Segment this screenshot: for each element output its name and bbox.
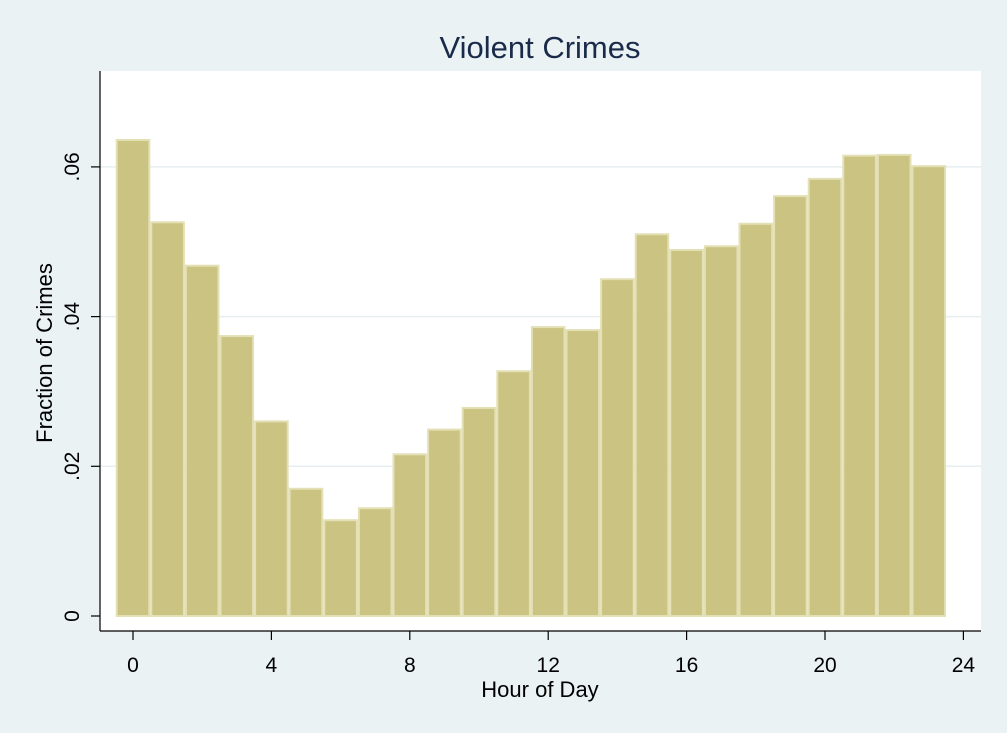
histogram-bar xyxy=(184,264,220,617)
x-tick-label: 16 xyxy=(675,654,698,677)
histogram-bar xyxy=(773,195,808,618)
y-tick-label: .04 xyxy=(61,302,84,332)
histogram-bar xyxy=(150,221,185,617)
histogram-bar xyxy=(669,248,704,618)
x-tick-label: 12 xyxy=(537,654,560,677)
bars xyxy=(115,138,947,618)
histogram-bar xyxy=(807,177,843,617)
histogram-bar xyxy=(565,329,601,617)
histogram-bar xyxy=(288,487,324,618)
histogram-bar xyxy=(496,370,531,618)
y-axis-ticks: 0 .02 .04 .06 xyxy=(61,152,100,622)
histogram-bar xyxy=(461,406,497,617)
histogram-bar xyxy=(254,420,289,618)
histogram-bar xyxy=(392,453,428,617)
histogram-bar xyxy=(738,222,774,617)
histogram-bar xyxy=(115,138,151,617)
y-axis-title: Fraction of Crimes xyxy=(32,263,57,443)
x-tick-label: 4 xyxy=(266,654,278,677)
histogram-bar xyxy=(323,519,358,618)
x-axis-ticks: 0 4 8 12 16 20 24 xyxy=(127,631,975,677)
x-tick-label: 24 xyxy=(952,654,976,677)
histogram-bar xyxy=(357,507,393,617)
histogram-bar xyxy=(530,326,566,617)
x-axis-title: Hour of Day xyxy=(481,677,598,702)
y-tick-label: .06 xyxy=(61,152,84,181)
histogram-bar xyxy=(842,154,877,618)
x-tick-label: 8 xyxy=(404,654,416,677)
histogram-bar xyxy=(911,165,947,618)
histogram-bar xyxy=(219,335,255,617)
histogram-bar xyxy=(703,245,739,617)
histogram-bar xyxy=(634,233,670,617)
histogram-bar xyxy=(600,278,635,617)
chart-title: Violent Crimes xyxy=(439,30,640,65)
histogram-bar xyxy=(876,153,912,617)
y-tick-label: .02 xyxy=(61,452,84,481)
x-tick-label: 20 xyxy=(813,654,836,677)
y-tick-label: 0 xyxy=(61,610,84,622)
x-tick-label: 0 xyxy=(127,654,139,677)
histogram-bar xyxy=(427,428,462,617)
